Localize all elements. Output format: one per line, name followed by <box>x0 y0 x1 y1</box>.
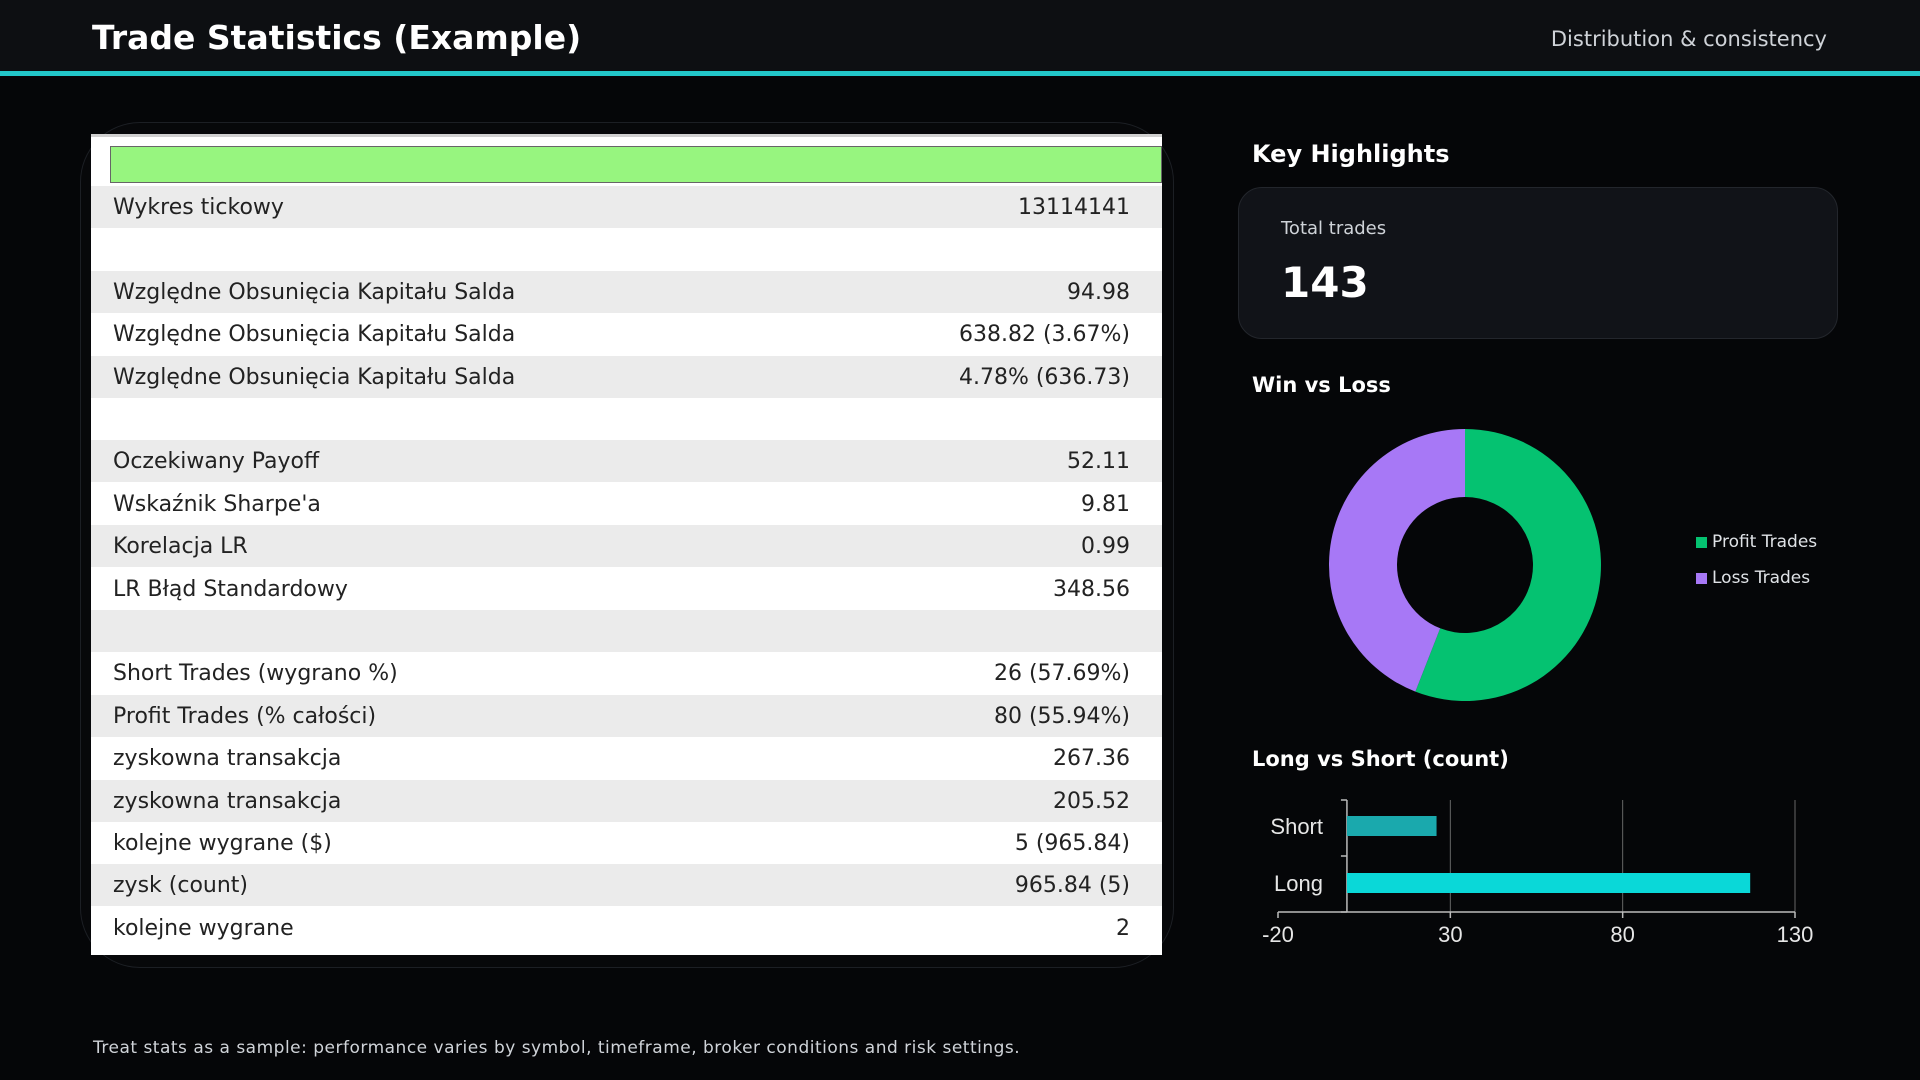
row-label: Short Trades (wygrano %) <box>113 661 398 687</box>
legend-swatch-loss <box>1696 572 1707 584</box>
long-short-title: Long vs Short (count) <box>1252 747 1509 771</box>
legend-label-profit: Profit Trades <box>1712 532 1818 552</box>
table-row: Wskaźnik Sharpe'a 9.81 <box>91 483 1162 525</box>
header-accent-line <box>0 71 1920 76</box>
table-row: Względne Obsunięcia Kapitału Salda 4.78% … <box>91 355 1162 398</box>
row-value: 13114141 <box>1018 195 1130 220</box>
row-label: Względne Obsunięcia Kapitału Salda <box>113 322 516 348</box>
row-label: Wykres tickowy <box>113 195 284 220</box>
row-value: 80 (55.94%) <box>993 703 1130 729</box>
x-tick-label: 130 <box>1777 922 1814 947</box>
row-label: Profit Trades (% całości) <box>113 703 377 729</box>
row-label: Względne Obsunięcia Kapitału Salda <box>113 279 516 305</box>
category-label: Long <box>1274 871 1323 896</box>
donut-slice-profit-trades <box>1415 429 1601 701</box>
table-header-highlight <box>110 146 1162 183</box>
page-subtitle: Distribution & consistency <box>1550 27 1827 51</box>
legend-item-profit: Profit Trades <box>1696 532 1817 568</box>
table-row: Short Trades (wygrano %) 26 (57.69%) <box>91 652 1162 694</box>
table-row: Względne Obsunięcia Kapitału Salda 94.98 <box>91 270 1162 313</box>
legend-item-loss: Loss Trades <box>1696 568 1817 604</box>
category-label: Short <box>1270 814 1323 839</box>
table-row: Oczekiwany Payoff 52.11 <box>91 440 1162 483</box>
row-value: 5 (965.84) <box>1014 831 1130 856</box>
donut-slice-loss-trades <box>1328 429 1465 692</box>
row-label: zyskowna transakcja <box>113 788 342 814</box>
row-label: kolejne wygrane <box>113 915 294 941</box>
total-trades-card: Total trades 143 <box>1238 187 1838 339</box>
x-tick-label: 80 <box>1610 922 1634 947</box>
row-value: 205.52 <box>1053 788 1130 814</box>
page-title: Trade Statistics (Example) <box>92 18 582 57</box>
row-label: Wskaźnik Sharpe'a <box>113 491 321 517</box>
table-row: LR Błąd Standardowy 348.56 <box>91 568 1162 610</box>
table-row: kolejne wygrane ($) 5 (965.84) <box>91 822 1162 864</box>
row-value: 965.84 (5) <box>1014 873 1130 899</box>
win-loss-title: Win vs Loss <box>1252 373 1391 397</box>
table-row: Korelacja LR 0.99 <box>91 525 1162 568</box>
header-bar <box>0 0 1920 71</box>
total-trades-label: Total trades <box>1281 218 1387 239</box>
table-row: Profit Trades (% całości) 80 (55.94%) <box>91 694 1162 737</box>
long-short-bar-chart: -20 30 80 130 Short Long <box>1262 799 1814 947</box>
table-row: zyskowna transakcja 267.36 <box>91 737 1162 779</box>
table-row: Względne Obsunięcia Kapitału Salda 638.82… <box>91 313 1162 355</box>
table-row: zysk (count) 965.84 (5) <box>91 864 1162 907</box>
row-value: 94.98 <box>1067 279 1130 305</box>
row-label: zysk (count) <box>113 873 248 899</box>
legend-label-loss: Loss Trades <box>1712 568 1811 588</box>
row-value: 267.36 <box>1053 746 1130 772</box>
table-row: kolejne wygrane 2 <box>91 907 1162 949</box>
row-label: kolejne wygrane ($) <box>113 831 332 856</box>
table-row <box>91 228 1162 270</box>
win-loss-legend: Profit Trades Loss Trades <box>1696 532 1817 604</box>
x-tick-label: 30 <box>1438 922 1462 947</box>
row-value: 0.99 <box>1081 534 1130 560</box>
total-trades-value: 143 <box>1281 258 1369 307</box>
x-tick-label: -20 <box>1262 922 1294 947</box>
bar-long <box>1346 873 1751 893</box>
table-row <box>91 610 1162 652</box>
row-value: 9.81 <box>1081 491 1130 517</box>
table-row <box>91 398 1162 440</box>
row-label: LR Błąd Standardowy <box>113 576 348 602</box>
row-value: 348.56 <box>1053 576 1130 602</box>
key-highlights-title: Key Highlights <box>1252 140 1450 168</box>
row-value: 26 (57.69%) <box>993 661 1130 687</box>
row-label: Oczekiwany Payoff <box>113 449 320 475</box>
win-loss-donut-chart <box>1328 429 1601 701</box>
row-value: 638.82 (3.67%) <box>958 322 1130 348</box>
row-label: Korelacja LR <box>113 534 248 560</box>
bar-short <box>1346 816 1437 836</box>
table-row: Wykres tickowy 13114141 <box>91 186 1162 228</box>
row-label: zyskowna transakcja <box>113 746 342 772</box>
table-row: zyskowna transakcja 205.52 <box>91 779 1162 822</box>
row-value: 4.78% (636.73) <box>958 364 1130 390</box>
footer-note: Treat stats as a sample: performance var… <box>93 1038 1021 1058</box>
row-value: 52.11 <box>1067 449 1130 475</box>
row-value: 2 <box>1116 915 1130 941</box>
stats-table: Wykres tickowy 13114141 Względne Obsunięci… <box>91 134 1162 955</box>
row-label: Względne Obsunięcia Kapitału Salda <box>113 364 516 390</box>
legend-swatch-profit <box>1696 536 1707 548</box>
